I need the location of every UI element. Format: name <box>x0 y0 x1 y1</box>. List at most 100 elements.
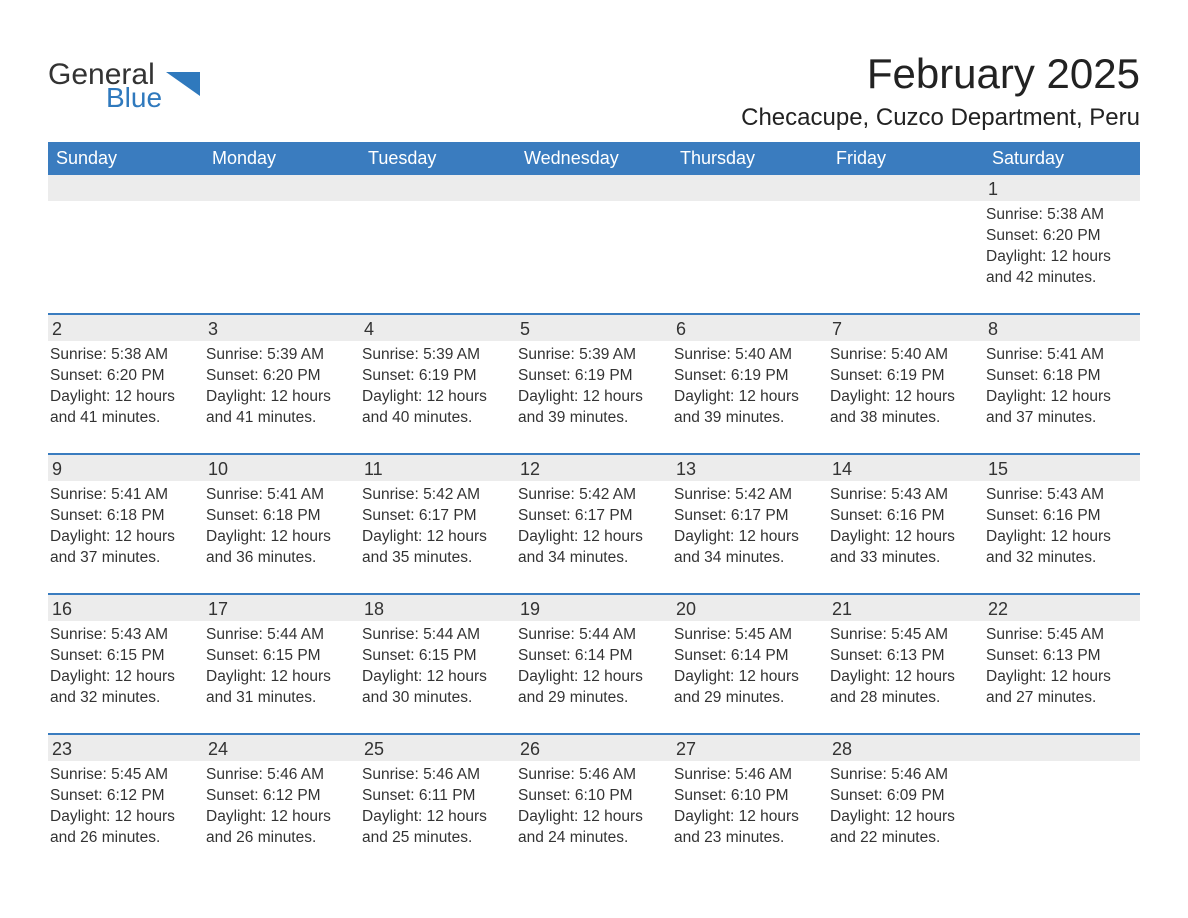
sunset-line: Sunset: 6:10 PM <box>516 786 666 807</box>
day-number: 15 <box>984 455 1140 481</box>
daylight-line: Daylight: 12 hours and 29 minutes. <box>672 667 822 709</box>
day-header-cell: Saturday <box>984 142 1140 175</box>
sunrise-line: Sunrise: 5:39 AM <box>360 345 510 366</box>
sunset-line: Sunset: 6:17 PM <box>672 506 822 527</box>
sunrise-line: Sunrise: 5:40 AM <box>672 345 822 366</box>
day-header-cell: Wednesday <box>516 142 672 175</box>
sunset-line: Sunset: 6:18 PM <box>204 506 354 527</box>
day-cell: 10Sunrise: 5:41 AMSunset: 6:18 PMDayligh… <box>204 455 360 579</box>
week-gap <box>48 299 1140 313</box>
daylight-line: Daylight: 12 hours and 32 minutes. <box>48 667 198 709</box>
sunset-line: Sunset: 6:17 PM <box>360 506 510 527</box>
sunrise-line: Sunrise: 5:43 AM <box>48 625 198 646</box>
daylight-line: Daylight: 12 hours and 25 minutes. <box>360 807 510 849</box>
sunset-line: Sunset: 6:15 PM <box>204 646 354 667</box>
day-cell: 17Sunrise: 5:44 AMSunset: 6:15 PMDayligh… <box>204 595 360 719</box>
location: Checacupe, Cuzco Department, Peru <box>741 104 1140 132</box>
sunrise-line: Sunrise: 5:45 AM <box>828 625 978 646</box>
sunset-line: Sunset: 6:12 PM <box>48 786 198 807</box>
day-number: 8 <box>984 315 1140 341</box>
sunset-line: Sunset: 6:16 PM <box>984 506 1134 527</box>
month-title: February 2025 <box>741 50 1140 98</box>
sunset-line: Sunset: 6:20 PM <box>984 226 1134 247</box>
sunset-line: Sunset: 6:19 PM <box>516 366 666 387</box>
day-number: 6 <box>672 315 828 341</box>
sunset-line: Sunset: 6:20 PM <box>204 366 354 387</box>
day-cell <box>828 175 984 299</box>
daylight-line: Daylight: 12 hours and 33 minutes. <box>828 527 978 569</box>
day-number: 25 <box>360 735 516 761</box>
daylight-line: Daylight: 12 hours and 41 minutes. <box>204 387 354 429</box>
day-cell: 11Sunrise: 5:42 AMSunset: 6:17 PMDayligh… <box>360 455 516 579</box>
day-cell: 4Sunrise: 5:39 AMSunset: 6:19 PMDaylight… <box>360 315 516 439</box>
sunset-line: Sunset: 6:09 PM <box>828 786 978 807</box>
day-number: 9 <box>48 455 204 481</box>
daylight-line: Daylight: 12 hours and 36 minutes. <box>204 527 354 569</box>
day-number: 4 <box>360 315 516 341</box>
day-number: 17 <box>204 595 360 621</box>
sunrise-line: Sunrise: 5:46 AM <box>828 765 978 786</box>
day-cell <box>516 175 672 299</box>
day-number: 21 <box>828 595 984 621</box>
triangle-icon <box>166 72 200 101</box>
week-gap <box>48 719 1140 733</box>
sunset-line: Sunset: 6:19 PM <box>672 366 822 387</box>
daylight-line: Daylight: 12 hours and 39 minutes. <box>516 387 666 429</box>
day-cell: 19Sunrise: 5:44 AMSunset: 6:14 PMDayligh… <box>516 595 672 719</box>
sunrise-line: Sunrise: 5:46 AM <box>204 765 354 786</box>
daylight-line: Daylight: 12 hours and 32 minutes. <box>984 527 1134 569</box>
daylight-line: Daylight: 12 hours and 35 minutes. <box>360 527 510 569</box>
daylight-line: Daylight: 12 hours and 34 minutes. <box>516 527 666 569</box>
daylight-line: Daylight: 12 hours and 37 minutes. <box>984 387 1134 429</box>
sunrise-line: Sunrise: 5:43 AM <box>984 485 1134 506</box>
day-header-cell: Tuesday <box>360 142 516 175</box>
sunrise-line: Sunrise: 5:45 AM <box>672 625 822 646</box>
day-header-cell: Friday <box>828 142 984 175</box>
day-number <box>204 175 360 201</box>
sunrise-line: Sunrise: 5:40 AM <box>828 345 978 366</box>
sunrise-line: Sunrise: 5:39 AM <box>516 345 666 366</box>
logo-word-blue: Blue <box>106 84 162 112</box>
day-number: 23 <box>48 735 204 761</box>
day-number: 11 <box>360 455 516 481</box>
header: General Blue February 2025 Checacupe, Cu… <box>48 50 1140 132</box>
day-cell: 22Sunrise: 5:45 AMSunset: 6:13 PMDayligh… <box>984 595 1140 719</box>
day-number: 28 <box>828 735 984 761</box>
day-header-cell: Thursday <box>672 142 828 175</box>
sunset-line: Sunset: 6:18 PM <box>984 366 1134 387</box>
day-cell: 28Sunrise: 5:46 AMSunset: 6:09 PMDayligh… <box>828 735 984 859</box>
day-number: 20 <box>672 595 828 621</box>
logo: General Blue <box>48 50 200 112</box>
day-number <box>828 175 984 201</box>
sunset-line: Sunset: 6:17 PM <box>516 506 666 527</box>
day-number: 12 <box>516 455 672 481</box>
day-number <box>984 735 1140 761</box>
day-number: 16 <box>48 595 204 621</box>
day-number: 27 <box>672 735 828 761</box>
daylight-line: Daylight: 12 hours and 28 minutes. <box>828 667 978 709</box>
day-number: 3 <box>204 315 360 341</box>
day-number: 10 <box>204 455 360 481</box>
day-cell <box>48 175 204 299</box>
day-number <box>516 175 672 201</box>
daylight-line: Daylight: 12 hours and 29 minutes. <box>516 667 666 709</box>
day-cell: 14Sunrise: 5:43 AMSunset: 6:16 PMDayligh… <box>828 455 984 579</box>
day-cell: 9Sunrise: 5:41 AMSunset: 6:18 PMDaylight… <box>48 455 204 579</box>
day-number <box>48 175 204 201</box>
day-number: 24 <box>204 735 360 761</box>
daylight-line: Daylight: 12 hours and 37 minutes. <box>48 527 198 569</box>
sunset-line: Sunset: 6:15 PM <box>360 646 510 667</box>
sunset-line: Sunset: 6:15 PM <box>48 646 198 667</box>
day-cell: 15 Sunrise: 5:43 AMSunset: 6:16 PMDayligh… <box>984 455 1140 579</box>
daylight-line: Daylight: 12 hours and 40 minutes. <box>360 387 510 429</box>
day-cell: 3 Sunrise: 5:39 AMSunset: 6:20 PMDaylight… <box>204 315 360 439</box>
sunset-line: Sunset: 6:19 PM <box>828 366 978 387</box>
daylight-line: Daylight: 12 hours and 42 minutes. <box>984 247 1134 289</box>
sunset-line: Sunset: 6:20 PM <box>48 366 198 387</box>
daylight-line: Daylight: 12 hours and 30 minutes. <box>360 667 510 709</box>
sunset-line: Sunset: 6:14 PM <box>672 646 822 667</box>
daylight-line: Daylight: 12 hours and 27 minutes. <box>984 667 1134 709</box>
daylight-line: Daylight: 12 hours and 34 minutes. <box>672 527 822 569</box>
day-cell: 6Sunrise: 5:40 AMSunset: 6:19 PMDaylight… <box>672 315 828 439</box>
sunrise-line: Sunrise: 5:39 AM <box>204 345 354 366</box>
